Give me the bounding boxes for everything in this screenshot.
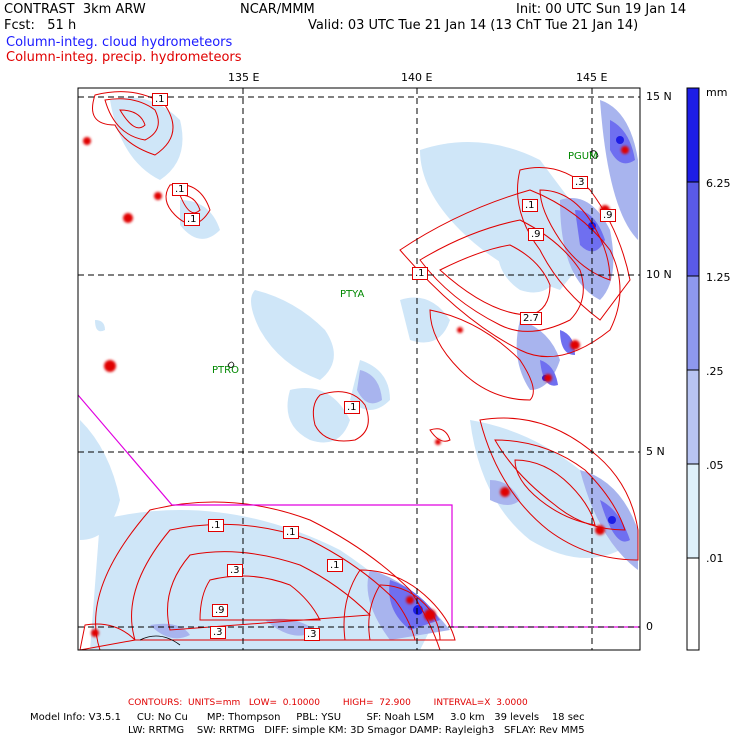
colorbar-segment-0-01 (686, 557, 700, 651)
colorbar-segment-max (686, 87, 700, 183)
center-title: NCAR/MMM (240, 2, 315, 17)
contour-label: .3 (227, 564, 243, 577)
cloud-shading-light (80, 97, 620, 650)
contour-label: .1 (184, 213, 200, 226)
contour-label: .1 (208, 519, 224, 532)
colorbar-level-1-25: 1.25 (706, 271, 731, 284)
valid-time: Valid: 03 UTC Tue 21 Jan 14 (13 ChT Tue … (308, 18, 639, 33)
contour-label: .1 (283, 526, 299, 539)
lon-label-135: 135 E (228, 71, 260, 84)
contour-label: .9 (600, 209, 616, 222)
land-outlines (139, 150, 599, 646)
colorbar (686, 87, 700, 651)
forecast-hour: Fcst: 51 h (4, 18, 77, 33)
field-precip-label: Column-integ. precip. hydrometeors (6, 50, 242, 65)
contour-label: 2.7 (520, 312, 542, 325)
boundary-lines (78, 394, 640, 628)
lon-label-145: 145 E (576, 71, 608, 84)
contour-label: .1 (344, 401, 360, 414)
colorbar-level-0-05: .05 (706, 459, 724, 472)
contour-info: CONTOURS: UNITS=mm LOW= 0.10000 HIGH= 72… (128, 698, 528, 708)
lat-label-10n: 10 N (646, 268, 672, 281)
contour-label: .1 (172, 183, 188, 196)
station-ptya: PTYA (340, 289, 365, 300)
contour-label: .3 (304, 628, 320, 641)
lat-lon-grid (78, 88, 640, 650)
colorbar-segment-0-25 (686, 369, 700, 465)
lat-label-0: 0 (646, 620, 653, 633)
physics-info: LW: RRTMG SW: RRTMG DIFF: simple KM: 3D … (128, 725, 585, 736)
contour-label: .1 (522, 199, 538, 212)
colorbar-level-0-25: .25 (706, 365, 724, 378)
lon-label-140: 140 E (401, 71, 433, 84)
contour-label: .9 (212, 604, 228, 617)
model-title: CONTRAST 3km ARW (4, 2, 146, 17)
contour-label: .1 (152, 93, 168, 106)
colorbar-level-6-25: 6.25 (706, 177, 731, 190)
colorbar-segment-6-25 (686, 181, 700, 277)
colorbar-segment-1-25 (686, 275, 700, 371)
field-cloud-label: Column-integ. cloud hydrometeors (6, 35, 233, 50)
lat-label-15n: 15 N (646, 90, 672, 103)
station-pgum: PGUM (568, 151, 598, 162)
colorbar-unit: mm (706, 86, 728, 99)
lat-label-5n: 5 N (646, 445, 665, 458)
contour-label: .1 (412, 267, 428, 280)
contour-label: .1 (327, 559, 343, 572)
colorbar-level-0-01: .01 (706, 552, 724, 565)
colorbar-segment-0-05 (686, 463, 700, 559)
contour-label: .3 (210, 626, 226, 639)
station-ptro: PTRO (212, 365, 239, 376)
map-frame (77, 87, 641, 651)
contour-label: .9 (528, 228, 544, 241)
contour-label: .3 (572, 176, 588, 189)
model-info: Model Info: V3.5.1 CU: No Cu MP: Thompso… (30, 712, 585, 723)
init-time: Init: 00 UTC Sun 19 Jan 14 (516, 2, 687, 17)
